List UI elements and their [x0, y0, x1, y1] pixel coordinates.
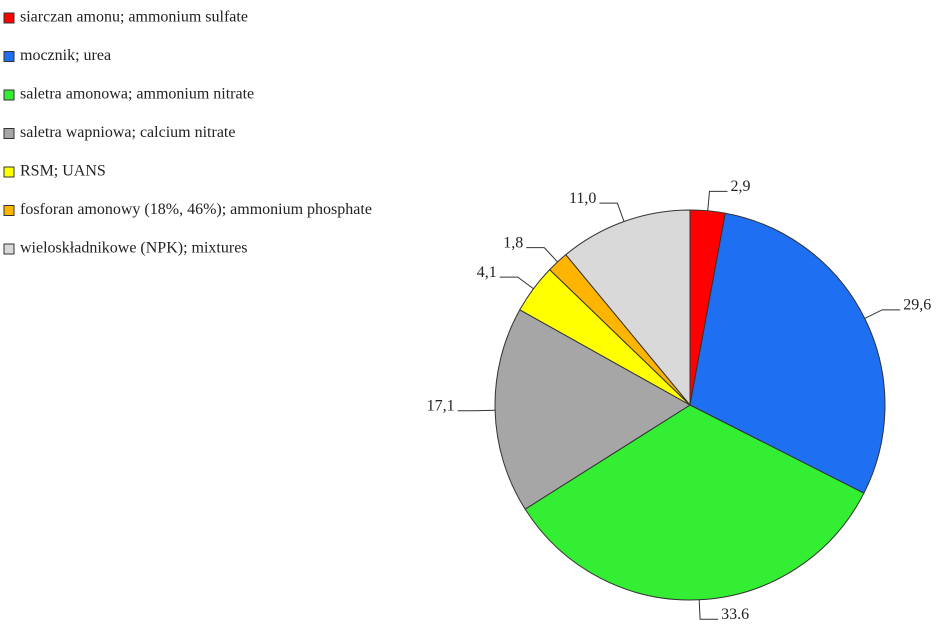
legend-swatch [3, 205, 15, 216]
legend-label: mocznik; urea [20, 47, 111, 64]
data-label: 11,0 [569, 190, 596, 207]
legend-swatch [3, 51, 15, 62]
legend-swatch [3, 166, 15, 178]
leader-line [707, 190, 728, 211]
data-label: 4,1 [477, 264, 497, 281]
legend-swatch [3, 243, 15, 255]
legend-swatch [3, 128, 15, 139]
legend-label: siarczan amonu; ammonium sulfate [20, 9, 248, 26]
data-label: 2,9 [730, 178, 750, 195]
data-label: 29,6 [903, 296, 931, 313]
data-label: 33.6 [721, 606, 749, 623]
legend-swatch [3, 89, 15, 101]
leader-line [698, 599, 719, 620]
leader-line [526, 247, 558, 263]
leader-line [599, 202, 625, 222]
leader-line [457, 409, 496, 412]
legend-label: saletra amonowa; ammonium nitrate [20, 86, 254, 103]
legend-label: wieloskładnikowe (NPK); mixtures [20, 240, 248, 257]
legend-swatch [3, 12, 15, 24]
leader-line [864, 309, 901, 319]
legend-label: fosforan amonowy (18%, 46%); ammonium ph… [20, 201, 372, 218]
legend-label: saletra wapniowa; calcium nitrate [20, 124, 235, 141]
data-label: 17,1 [427, 397, 455, 414]
data-label: 1,8 [503, 234, 523, 251]
legend-label: RSM; UANS [20, 163, 106, 180]
leader-line [499, 276, 534, 290]
